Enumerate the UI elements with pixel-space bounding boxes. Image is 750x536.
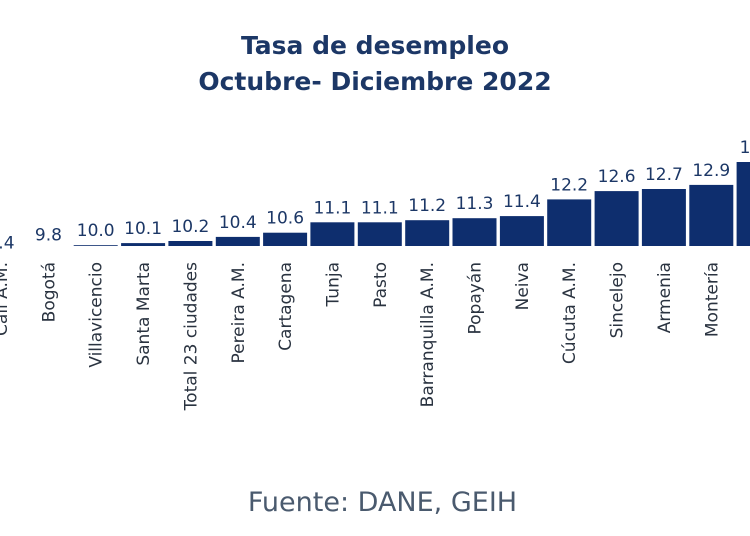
bar-pasto bbox=[357, 222, 402, 246]
chart-title: Tasa de desempleo Octubre- Diciembre 202… bbox=[0, 28, 750, 100]
bar-cartagena bbox=[263, 232, 308, 246]
bar-tunja bbox=[310, 222, 355, 246]
category-label-santa-marta: Santa Marta bbox=[134, 262, 154, 366]
value-label-tunja: 11.1 bbox=[313, 198, 351, 218]
value-label-bogota: 9.8 bbox=[35, 225, 62, 245]
bar-valledupar bbox=[736, 162, 750, 246]
value-label-neiva: 11.4 bbox=[503, 192, 541, 212]
bar-popayan bbox=[452, 218, 497, 246]
chart-title-line-2: Octubre- Diciembre 2022 bbox=[198, 67, 552, 96]
bar-santa-marta bbox=[121, 243, 166, 246]
bar-barranquilla-a-m bbox=[405, 220, 450, 246]
category-label-neiva: Neiva bbox=[513, 262, 533, 310]
category-label-pasto: Pasto bbox=[371, 262, 391, 308]
bar-sincelejo bbox=[594, 191, 639, 246]
value-label-cartagena: 10.6 bbox=[266, 209, 304, 229]
bar-chart: 9.4 Cali A.M. 9.8 Bogotá 10.0 Villavicencio 10… bbox=[0, 138, 750, 411]
value-label-pasto: 11.1 bbox=[361, 198, 399, 218]
bar-villavicencio bbox=[73, 245, 118, 246]
category-label-popayan: Popayán bbox=[466, 262, 486, 335]
value-label-total-23-ciudades: 10.2 bbox=[171, 217, 209, 237]
value-label-sincelejo: 12.6 bbox=[598, 167, 636, 187]
category-label-monteria: Montería bbox=[702, 262, 722, 337]
category-label-total-23-ciudades: Total 23 ciudades bbox=[181, 262, 201, 411]
value-label-popayan: 11.3 bbox=[456, 194, 494, 214]
category-label-barranquilla-a-m: Barranquilla A.M. bbox=[418, 262, 438, 407]
value-label-barranquilla-a-m: 11.2 bbox=[408, 196, 446, 216]
source-note: Fuente: DANE, GEIH bbox=[247, 487, 518, 518]
value-label-armenia: 12.7 bbox=[645, 165, 683, 185]
value-label-pereira-a-m: 10.4 bbox=[219, 213, 257, 233]
category-label-pereira-a-m: Pereira A.M. bbox=[229, 262, 249, 364]
category-label-villavicencio: Villavicencio bbox=[87, 262, 107, 368]
bar-cucuta-a-m bbox=[547, 199, 592, 246]
bar-pereira-a-m bbox=[215, 236, 260, 246]
value-label-cali-a-m: 9.4 bbox=[0, 234, 15, 254]
bar-armenia bbox=[641, 189, 686, 246]
category-label-bogota: Bogotá bbox=[39, 262, 59, 322]
category-label-tunja: Tunja bbox=[323, 262, 343, 308]
bar-total-23-ciudades bbox=[168, 241, 213, 246]
value-label-valledupar: 14.0 bbox=[740, 138, 750, 158]
chart-title-line-1: Tasa de desempleo bbox=[240, 31, 510, 60]
value-label-monteria: 12.9 bbox=[692, 161, 730, 181]
category-label-sincelejo: Sincelejo bbox=[608, 262, 628, 338]
value-label-santa-marta: 10.1 bbox=[124, 219, 162, 239]
category-label-cucuta-a-m: Cúcuta A.M. bbox=[560, 262, 580, 364]
bar-monteria bbox=[689, 184, 734, 246]
bar-neiva bbox=[499, 216, 544, 246]
category-label-cali-a-m: Cali A.M. bbox=[0, 262, 12, 336]
category-label-cartagena: Cartagena bbox=[276, 262, 296, 351]
value-label-villavicencio: 10.0 bbox=[77, 221, 115, 241]
category-label-armenia: Armenia bbox=[655, 262, 675, 333]
value-label-cucuta-a-m: 12.2 bbox=[550, 175, 588, 195]
